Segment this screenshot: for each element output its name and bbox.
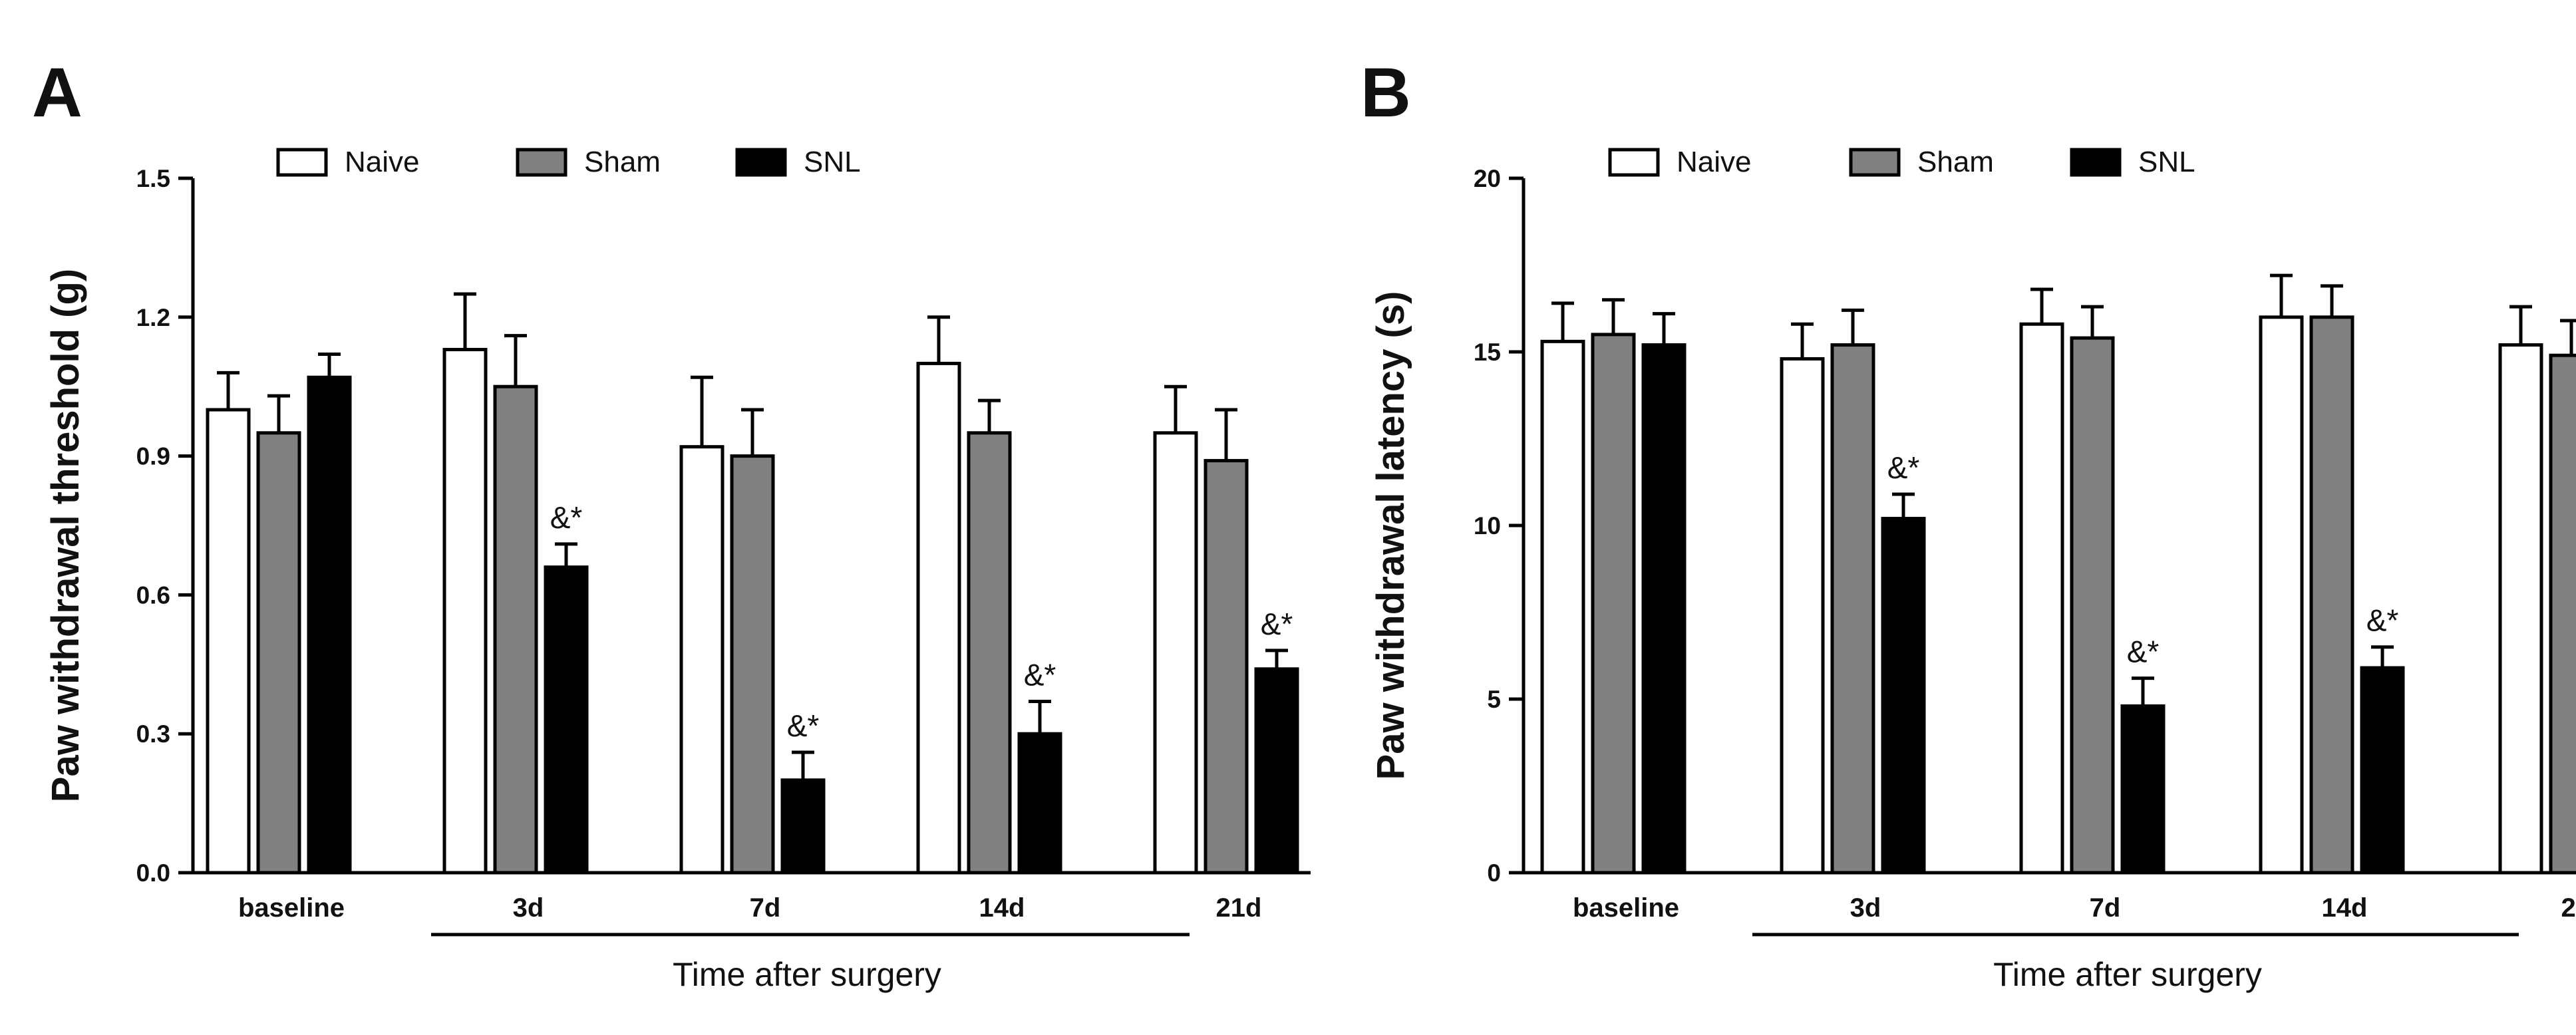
legend-swatch-sham	[1849, 148, 1901, 177]
x-category-label: 3d	[1850, 893, 1881, 923]
x-category-label: 14d	[2322, 893, 2368, 923]
panel-label-b: B	[1361, 54, 1411, 132]
bar-naive	[679, 445, 724, 875]
bar-sham	[1204, 459, 1249, 875]
significance-annotation: &*	[550, 500, 583, 535]
bar-sham	[1591, 333, 1636, 875]
y-tick-label: 0.3	[136, 720, 170, 748]
legend-label-sham: Sham	[1917, 146, 1994, 178]
bar-naive	[1540, 339, 1585, 875]
legend-label-naive: Naive	[1677, 146, 1752, 178]
plot-area-a: 0.0 0.3 0.6 0.9 1.2 1.5 baseline 3d 7d 14d 21d &* &*…	[136, 146, 1311, 923]
bar-sham	[730, 454, 775, 875]
bar-snl	[1017, 732, 1062, 875]
y-tick-label: 0.9	[136, 443, 170, 470]
bar-naive	[2498, 343, 2543, 875]
x-category-label: 7d	[750, 893, 781, 923]
legend-swatch-naive	[276, 148, 328, 177]
bar-naive	[916, 361, 961, 875]
y-tick-label: 0.6	[136, 581, 170, 609]
y-tick-label: 20	[1474, 165, 1501, 192]
x-category-label: 21d	[1216, 893, 1262, 923]
y-tick-label: 15	[1474, 339, 1501, 366]
y-tick-label: 0	[1487, 859, 1501, 887]
bar-sham	[2309, 315, 2354, 875]
bar-sham	[493, 384, 538, 875]
y-tick-label: 1.5	[136, 165, 170, 192]
y-axis-label-b: Paw withdrawal latency (s)	[1369, 291, 1412, 780]
bar-sham	[2070, 336, 2115, 875]
panel-label-a: A	[32, 54, 82, 132]
legend-label-naive: Naive	[345, 146, 420, 178]
x-category-label: 7d	[2090, 893, 2121, 923]
legend-label-sham: Sham	[584, 146, 661, 178]
bar-sham	[1830, 343, 1875, 875]
x-category-label: baseline	[1573, 893, 1679, 923]
bar-naive	[206, 408, 251, 875]
bar-snl	[1641, 343, 1687, 875]
significance-annotation: &*	[2366, 603, 2399, 638]
x-category-label: 3d	[513, 893, 544, 923]
panel-a: A Paw withdrawal threshold (g) Time afte…	[32, 54, 1190, 993]
legend-swatch-snl	[2070, 148, 2122, 177]
y-tick-label: 5	[1487, 686, 1501, 713]
legend-swatch-snl	[735, 148, 787, 177]
bar-naive	[2259, 315, 2304, 875]
bar-sham	[967, 431, 1012, 875]
bar-snl	[1881, 517, 1926, 875]
bar-snl	[307, 375, 352, 875]
x-axis-label-a: Time after surgery	[673, 956, 941, 993]
y-axis-label-a: Paw withdrawal threshold (g)	[44, 269, 87, 802]
x-category-label: baseline	[238, 893, 345, 923]
bar-sham	[2549, 353, 2576, 875]
x-category-label: 14d	[979, 893, 1025, 923]
significance-annotation: &*	[1024, 657, 1056, 692]
bar-snl	[2360, 666, 2405, 875]
bar-sham	[256, 431, 301, 875]
bar-snl	[780, 778, 826, 875]
significance-annotation: &*	[787, 708, 820, 743]
x-axis-label-b: Time after surgery	[1993, 956, 2262, 993]
y-tick-label: 0.0	[136, 859, 170, 887]
legend-label-snl: SNL	[804, 146, 861, 178]
y-tick-label: 1.2	[136, 304, 170, 331]
bar-naive	[442, 348, 488, 875]
bar-naive	[1780, 357, 1825, 875]
significance-annotation: &*	[1261, 607, 1293, 641]
legend-label-snl: SNL	[2138, 146, 2195, 178]
significance-annotation: &*	[2127, 635, 2160, 669]
x-category-label: 21d	[2561, 893, 2576, 923]
plot-area-b: 05101520baseline3d7d14d21d&*&*&*&*NaiveS…	[1474, 146, 2576, 923]
y-tick-label: 10	[1474, 512, 1501, 539]
significance-annotation: &*	[1887, 450, 1920, 485]
bar-naive	[2019, 322, 2064, 875]
legend-swatch-naive	[1608, 148, 1660, 177]
legend-swatch-sham	[516, 148, 567, 177]
bar-naive	[1153, 431, 1198, 875]
bar-snl	[1254, 667, 1299, 875]
bar-snl	[2120, 704, 2166, 875]
panel-b: B Paw withdrawal latency (s) Time after …	[1361, 54, 2519, 993]
bar-snl	[544, 565, 589, 875]
